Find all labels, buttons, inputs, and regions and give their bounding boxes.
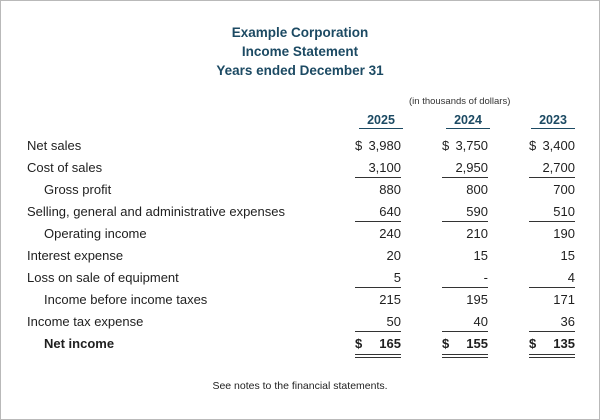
row-label: Gross profit <box>44 182 112 197</box>
subtotal-underline <box>529 331 575 332</box>
subtotal-underline <box>442 331 488 332</box>
row-label: Cost of sales <box>27 160 103 175</box>
cell-2025: $3,980 <box>355 138 401 153</box>
subtotal-underline <box>355 221 401 222</box>
cell-value: 3,980 <box>368 138 401 153</box>
subtotal-underline <box>355 177 401 178</box>
subtotal-underline <box>529 287 575 288</box>
cell-2024: - <box>483 270 488 285</box>
cell-2025: 640 <box>379 204 401 219</box>
cell-value: 3,750 <box>455 138 488 153</box>
cell-2023: 2,700 <box>542 160 575 175</box>
cell-2023: 36 <box>560 314 575 329</box>
row-label: Income before income taxes <box>44 292 208 307</box>
row-net-sales: Net sales $3,980 $3,750 $3,400 <box>1 135 600 157</box>
row-label: Interest expense <box>27 248 124 263</box>
subtotal-underline <box>529 177 575 178</box>
cell-value: 155 <box>466 336 488 351</box>
currency-symbol: $ <box>355 336 363 351</box>
cell-2024: 210 <box>466 226 488 241</box>
total-double-underline <box>355 354 401 358</box>
subtotal-underline <box>442 221 488 222</box>
row-income-before-taxes: Income before income taxes 215 195 171 <box>1 289 600 311</box>
cell-2023: 4 <box>567 270 575 285</box>
cell-2023: $3,400 <box>529 138 575 153</box>
cell-2024: 800 <box>466 182 488 197</box>
total-double-underline <box>529 354 575 358</box>
currency-symbol: $ <box>442 138 450 153</box>
subtotal-underline <box>442 177 488 178</box>
cell-2023: 700 <box>553 182 575 197</box>
cell-2025: 3,100 <box>368 160 401 175</box>
row-label: Net income <box>44 336 115 351</box>
company-name: Example Corporation <box>231 25 369 40</box>
row-loss-on-sale: Loss on sale of equipment 5 - 4 <box>1 267 600 289</box>
cell-2024: $3,750 <box>442 138 488 153</box>
cell-2024: 590 <box>466 204 488 219</box>
subtotal-underline <box>442 287 488 288</box>
cell-2025: $165 <box>355 336 401 351</box>
currency-symbol: $ <box>529 336 537 351</box>
row-label: Income tax expense <box>27 314 144 329</box>
statement-title: Income Statement <box>241 44 359 59</box>
subtotal-underline <box>529 221 575 222</box>
row-sga-expenses: Selling, general and administrative expe… <box>1 201 600 223</box>
cell-2024: 2,950 <box>455 160 488 175</box>
cell-2023: 15 <box>560 248 575 263</box>
year-header-2025: 2025 <box>359 113 403 129</box>
cell-2024: $155 <box>442 336 488 351</box>
row-gross-profit: Gross profit 880 800 700 <box>1 179 600 201</box>
row-label: Loss on sale of equipment <box>27 270 179 285</box>
cell-2025: 880 <box>379 182 401 197</box>
units-note: (in thousands of dollars) <box>409 96 511 107</box>
row-net-income: Net income $165 $155 $135 <box>1 333 600 355</box>
row-label: Operating income <box>44 226 147 241</box>
statement-period: Years ended December 31 <box>216 63 384 78</box>
row-label: Net sales <box>27 138 82 153</box>
row-interest-expense: Interest expense 20 15 15 <box>1 245 600 267</box>
cell-2025: 5 <box>393 270 401 285</box>
subtotal-underline <box>355 331 401 332</box>
subtotal-underline <box>355 287 401 288</box>
cell-2024: 40 <box>473 314 488 329</box>
total-double-underline <box>442 354 488 358</box>
row-operating-income: Operating income 240 210 190 <box>1 223 600 245</box>
cell-2023: $135 <box>529 336 575 351</box>
cell-value: 135 <box>553 336 575 351</box>
cell-2024: 15 <box>473 248 488 263</box>
cell-2025: 240 <box>379 226 401 241</box>
footnote: See notes to the financial statements. <box>212 380 388 392</box>
year-header-2023: 2023 <box>531 113 575 129</box>
cell-2023: 190 <box>553 226 575 241</box>
row-income-tax-expense: Income tax expense 50 40 36 <box>1 311 600 333</box>
year-header-2024: 2024 <box>446 113 490 129</box>
cell-2025: 20 <box>386 248 401 263</box>
row-label: Selling, general and administrative expe… <box>27 204 285 219</box>
cell-2023: 171 <box>553 292 575 307</box>
cell-2024: 195 <box>466 292 488 307</box>
currency-symbol: $ <box>529 138 537 153</box>
row-cost-of-sales: Cost of sales 3,100 2,950 2,700 <box>1 157 600 179</box>
cell-value: 3,400 <box>542 138 575 153</box>
cell-2023: 510 <box>553 204 575 219</box>
currency-symbol: $ <box>355 138 363 153</box>
currency-symbol: $ <box>442 336 450 351</box>
cell-2025: 215 <box>379 292 401 307</box>
cell-value: 165 <box>379 336 401 351</box>
cell-2025: 50 <box>386 314 401 329</box>
